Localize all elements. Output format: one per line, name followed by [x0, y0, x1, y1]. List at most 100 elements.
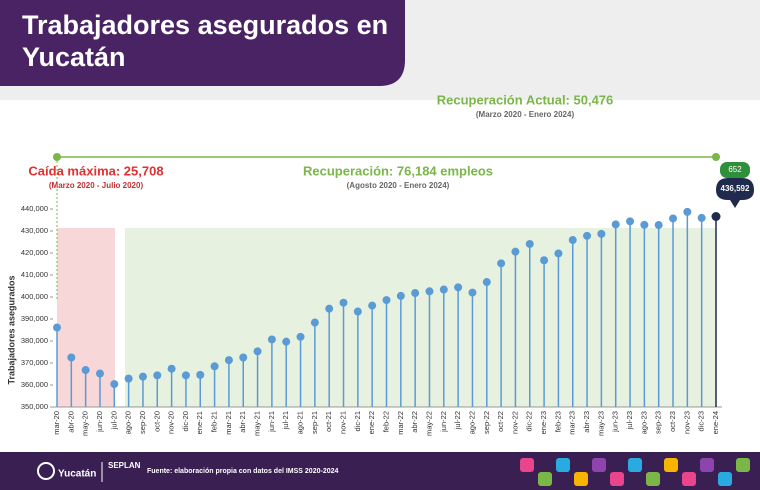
x-tick-label: feb-22 [381, 411, 390, 432]
x-tick-label: abr-23 [582, 411, 591, 433]
dot [210, 362, 219, 371]
annotation: (Marzo 2020 - Enero 2024) [476, 110, 575, 119]
chart-title: Trabajadores asegurados en Yucatán [22, 10, 388, 72]
x-tick-label: oct-22 [496, 411, 505, 432]
x-tick-label: ago-22 [467, 411, 476, 434]
y-tick-label: 430,000 [21, 226, 48, 235]
x-tick-label: ago-20 [124, 411, 133, 434]
x-tick-label: sep-21 [310, 411, 319, 434]
dot [511, 247, 520, 256]
x-tick-label: feb-21 [210, 411, 219, 432]
annotation: Recuperación: 76,184 empleos [303, 163, 493, 178]
y-tick-label: 380,000 [21, 336, 48, 345]
dot [568, 236, 577, 245]
x-tick-label: ene-22 [367, 411, 376, 434]
x-tick-label: abr-20 [66, 411, 75, 433]
x-tick-label: may-21 [253, 411, 262, 436]
annotation: 436,592 [721, 184, 750, 193]
y-tick-label: 390,000 [21, 314, 48, 323]
x-tick-label: ago-21 [296, 411, 305, 434]
x-tick-label: mar-23 [568, 411, 577, 435]
x-tick-label: may-20 [81, 411, 90, 436]
dot [267, 335, 276, 344]
x-tick-label: dic-20 [181, 411, 190, 431]
x-tick-label: nov-20 [167, 411, 176, 434]
dot [196, 370, 205, 379]
dot [439, 285, 448, 294]
dot [53, 323, 61, 332]
dot [654, 221, 663, 230]
y-tick-label: 440,000 [21, 204, 48, 213]
x-tick-label: abr-21 [238, 411, 247, 433]
dot [411, 289, 420, 298]
dot [353, 307, 362, 316]
title-box [0, 0, 405, 86]
dot [296, 332, 305, 341]
dot [282, 337, 291, 346]
x-tick-label: nov-21 [339, 411, 348, 434]
line-end [712, 153, 720, 161]
x-tick-label: oct-20 [152, 411, 161, 432]
x-tick-label: jun-23 [611, 411, 620, 433]
x-tick-label: dic-22 [525, 411, 534, 431]
y-tick-label: 410,000 [21, 270, 48, 279]
x-tick-label: jul-22 [453, 411, 462, 430]
y-tick-label: 400,000 [21, 292, 48, 301]
dot [497, 259, 506, 268]
dot [611, 220, 620, 229]
y-tick-label: 370,000 [21, 358, 48, 367]
dot [425, 287, 434, 296]
dot [454, 283, 463, 292]
dot [167, 364, 176, 373]
dot [583, 231, 592, 240]
dot [339, 298, 348, 307]
dot [67, 353, 76, 362]
annotation: Recuperación Actual: 50,476 [437, 92, 614, 107]
dot [468, 288, 477, 297]
x-tick-label: jun-20 [95, 411, 104, 433]
dot [325, 304, 334, 313]
x-tick-label: nov-22 [510, 411, 519, 434]
dot [640, 220, 649, 229]
x-tick-label: dic-23 [697, 411, 706, 431]
dot [711, 211, 721, 221]
dot [396, 291, 405, 300]
dot [181, 371, 190, 380]
annotation: 652 [728, 165, 742, 174]
source: Fuente: elaboración propia con datos del… [147, 468, 338, 475]
x-tick-label: may-22 [424, 411, 433, 436]
x-tick-label: sep-23 [654, 411, 663, 434]
y-tick-label: 350,000 [21, 402, 48, 411]
dot [554, 249, 563, 258]
dot [626, 217, 635, 226]
dot [239, 353, 248, 362]
x-tick-label: nov-23 [682, 411, 691, 434]
logo-icon [37, 462, 55, 480]
annotation: (Marzo 2020 - Julio 2020) [49, 181, 144, 190]
x-tick-label: jun-22 [439, 411, 448, 433]
y-tick-label: 420,000 [21, 248, 48, 257]
x-tick-label: jul-20 [109, 411, 118, 430]
dot [95, 369, 104, 378]
dot [138, 372, 147, 381]
x-tick-label: may-23 [596, 411, 605, 436]
dot [697, 213, 706, 222]
dot [110, 380, 119, 389]
x-tick-label: mar-20 [52, 411, 61, 435]
dot [310, 318, 319, 327]
x-tick-label: feb-23 [553, 411, 562, 432]
recovery-region [125, 228, 716, 407]
dot [597, 229, 606, 238]
dot [669, 214, 678, 223]
dot [253, 347, 262, 356]
dot [224, 356, 233, 365]
dot [540, 256, 549, 265]
annotation: Caída máxima: 25,708 [28, 163, 163, 178]
dot [382, 296, 391, 305]
x-tick-label: sep-20 [138, 411, 147, 434]
dot [482, 278, 491, 287]
dot [81, 366, 90, 375]
dot [124, 374, 133, 383]
y-tick-label: 360,000 [21, 380, 48, 389]
